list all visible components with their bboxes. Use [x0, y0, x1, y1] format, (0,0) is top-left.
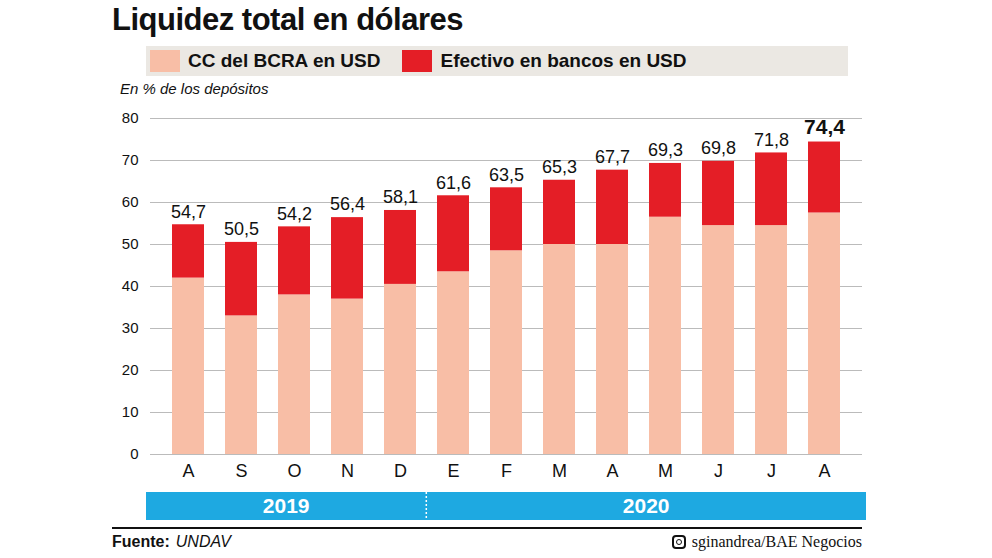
- svg-text:70: 70: [122, 151, 139, 168]
- svg-text:56,4: 56,4: [330, 194, 365, 214]
- html-text:Liquidez total en dólares: Liquidez total en dólares: [112, 2, 463, 37]
- svg-text:63,5: 63,5: [489, 165, 524, 185]
- svg-text:61,6: 61,6: [436, 173, 471, 193]
- svg-text:O: O: [287, 461, 301, 481]
- svg-text:N: N: [341, 461, 354, 481]
- svg-text:A: A: [818, 461, 830, 481]
- svg-text:69,3: 69,3: [648, 140, 683, 160]
- svg-text:30: 30: [122, 319, 139, 336]
- svg-text:20: 20: [122, 361, 139, 378]
- svg-text:58,1: 58,1: [383, 187, 418, 207]
- svg-text:54,7: 54,7: [171, 202, 206, 222]
- svg-text:40: 40: [122, 277, 139, 294]
- svg-text:M: M: [552, 461, 567, 481]
- html-text:En % de los depósitos: En % de los depósitos: [120, 80, 269, 97]
- svg-text:54,2: 54,2: [277, 204, 312, 224]
- svg-text:A: A: [606, 461, 618, 481]
- svg-text:65,3: 65,3: [542, 157, 577, 177]
- svg-text:E: E: [447, 461, 459, 481]
- svg-text:50,5: 50,5: [224, 219, 259, 239]
- svg-text:60: 60: [122, 193, 139, 210]
- svg-text:10: 10: [122, 403, 139, 420]
- svg-text:0: 0: [130, 445, 138, 462]
- svg-text:2019: 2019: [263, 494, 310, 517]
- svg-text:80: 80: [122, 109, 139, 126]
- html-text:CC del BCRA en USD: CC del BCRA en USD: [188, 50, 381, 71]
- html-text:sginandrea/BAE Negocios: sginandrea/BAE Negocios: [691, 533, 862, 550]
- svg-text:M: M: [658, 461, 673, 481]
- svg-text:2020: 2020: [623, 494, 670, 517]
- svg-text:69,8: 69,8: [701, 138, 736, 158]
- svg-text:J: J: [767, 461, 776, 481]
- svg-text:D: D: [394, 461, 407, 481]
- html-text:Fuente: UNDAV: Fuente: UNDAV: [112, 533, 231, 550]
- svg-text:J: J: [714, 461, 723, 481]
- svg-text:S: S: [235, 461, 247, 481]
- svg-text:F: F: [501, 461, 512, 481]
- svg-text:71,8: 71,8: [754, 130, 789, 150]
- svg-text:50: 50: [122, 235, 139, 252]
- html-text:Efectivo en bancos en USD: Efectivo en bancos en USD: [440, 50, 687, 71]
- svg-text:67,7: 67,7: [595, 147, 630, 167]
- svg-text:74,4: 74,4: [804, 115, 845, 138]
- svg-text:A: A: [182, 461, 194, 481]
